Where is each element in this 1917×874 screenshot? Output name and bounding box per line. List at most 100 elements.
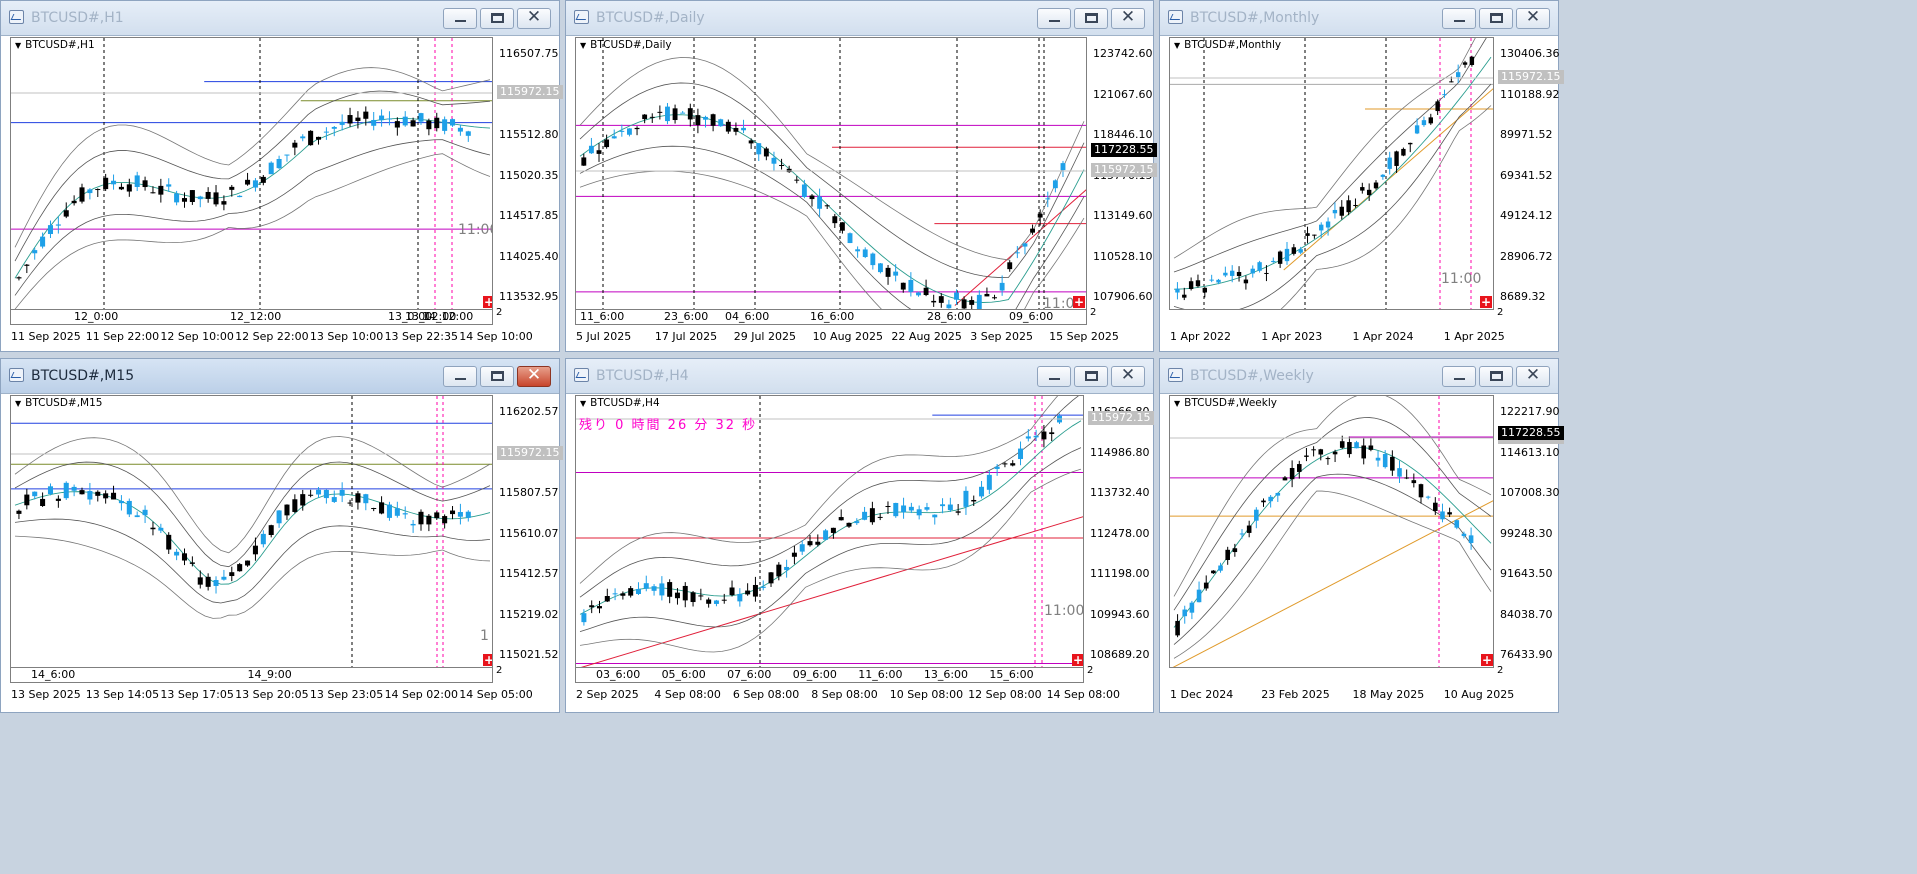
time-axis-label: 13 Sep 23:05 [309,688,384,701]
candle-body [1468,535,1474,543]
candle-body [245,560,251,566]
candle-body [1175,288,1180,293]
window-titlebar[interactable]: BTCUSD#,Monthly ✕ [1160,1,1558,36]
candle-body [649,116,655,118]
candle-body [434,117,440,129]
chart-window-m15[interactable]: BTCUSD#,M15 ✕ BTCUSD#,M151+116202.571160… [0,358,563,713]
candle-body [1275,492,1281,496]
price-chart-area[interactable]: BTCUSD#,Weekly + [1169,395,1494,668]
minimize-button[interactable] [443,8,477,29]
window-titlebar[interactable]: BTCUSD#,H4 ✕ [566,359,1153,394]
maximize-button[interactable] [1479,366,1513,387]
minimize-button[interactable] [1037,8,1071,29]
minimize-button[interactable] [1037,366,1071,387]
plus-icon[interactable]: + [483,654,492,666]
maximize-button[interactable] [1479,8,1513,29]
close-button[interactable]: ✕ [517,365,551,387]
maximize-button[interactable] [480,366,514,387]
close-button[interactable]: ✕ [517,7,551,29]
minimize-button[interactable] [443,366,477,387]
minimize-button[interactable] [1442,8,1476,29]
candle-body [1418,484,1424,498]
candle-body [1225,549,1230,560]
candle-body [703,116,708,120]
chart-window-h1[interactable]: BTCUSD#,H1 ✕ BTCUSD#,H1 11:00 +116507.75 11… [0,0,563,352]
candle-body [229,572,235,577]
candle-body [339,489,345,496]
separator-label: 13_12:00 [405,310,457,323]
window-titlebar[interactable]: BTCUSD#,Weekly ✕ [1160,359,1558,394]
price-axis-label: 89971.52 [1500,128,1553,141]
time-axis-label: 14 Sep 02:00 [384,688,458,701]
bollinger-upper [1173,38,1487,273]
plus-icon[interactable]: + [483,296,492,308]
window-titlebar[interactable]: BTCUSD#,M15 ✕ [1,359,559,394]
candle-body [331,497,337,502]
window-titlebar[interactable]: BTCUSD#,Daily ✕ [566,1,1153,36]
candle-body [103,493,109,499]
close-button[interactable]: ✕ [1516,7,1550,29]
candle-body [612,593,618,595]
minimize-icon [455,20,466,22]
candle-body [347,115,353,124]
candle-body [878,263,883,273]
candle-body [665,106,670,122]
candle-body [1311,449,1316,451]
candle-body [1216,279,1221,283]
candle-body [1435,101,1440,112]
bar-countdown: 残り 0 時間 26 分 32 秒 [579,418,758,433]
separator-label: 14_12:00 [422,310,474,323]
candle-body [1010,463,1016,466]
candle-body [87,491,93,500]
time-axis-label: 13 Sep 17:05 [160,688,234,701]
time-axis-label: 14 Sep 05:00 [459,688,533,701]
price-axis-label: 115021.52 [499,648,559,661]
candle-body [63,210,69,217]
maximize-icon [491,13,504,23]
price-chart-area[interactable]: BTCUSD#,Monthly 11:00 + [1169,37,1494,310]
candle-body [410,120,416,127]
price-axis-label: 113149.60 [1093,209,1153,222]
candle-body [635,588,641,594]
candle-body [940,504,946,507]
maximize-button[interactable] [1074,8,1108,29]
minimize-button[interactable] [1442,366,1476,387]
candle-body [698,595,704,597]
candle-body [847,233,853,244]
candle-body [1469,56,1475,65]
price-axis-label: 69341.52 [1500,168,1553,182]
price-chart-area[interactable]: BTCUSD#,H1 11:00 + [10,37,493,310]
price-chart-area[interactable]: BTCUSD#,H4 残り 0 時間 26 分 32 秒 11:00 + [575,395,1084,668]
close-button[interactable]: ✕ [1516,365,1550,387]
chart-window-weekly[interactable]: BTCUSD#,Weekly ✕ BTCUSD#,Weekly +122217.9… [1159,358,1564,713]
price-axis-label: 109943.60 [1090,607,1150,621]
close-button[interactable]: ✕ [1111,365,1145,387]
candle-body [809,195,815,200]
window-titlebar[interactable]: BTCUSD#,H1 ✕ [1,1,559,36]
candle-body [672,108,678,121]
candle-body [976,294,982,309]
plus-icon[interactable]: + [1072,653,1084,667]
close-button[interactable]: ✕ [1111,7,1145,29]
candle-body [47,225,53,235]
plus-icon[interactable]: + [1073,295,1085,309]
candle-body [627,128,632,135]
candle-body [442,516,448,524]
plus-icon[interactable]: + [1481,653,1493,667]
candle-body [969,300,975,305]
time-axis-label: 12 Sep 10:00 [160,330,234,343]
price-axis-label: 110188.92 [1500,87,1560,101]
separator-label: 12_0:00 [74,310,119,323]
candle-body [1425,496,1431,498]
chart-window-h4[interactable]: BTCUSD#,H4 ✕ BTCUSD#,H4 残り 0 時間 26 分 32 秒… [565,358,1154,713]
price-axis-label: 115512.80 [499,128,559,141]
time-axis-label: 11 Sep 2025 [11,330,81,343]
maximize-button[interactable] [480,8,514,29]
candle-body [40,236,46,247]
chart-window-monthly[interactable]: BTCUSD#,Monthly ✕ BTCUSD#,Monthly 11:00 + 1… [1159,0,1564,352]
plus-icon[interactable]: + [1480,295,1492,309]
maximize-button[interactable] [1074,366,1108,387]
price-chart-area[interactable]: BTCUSD#,M15 1 + [10,395,493,668]
